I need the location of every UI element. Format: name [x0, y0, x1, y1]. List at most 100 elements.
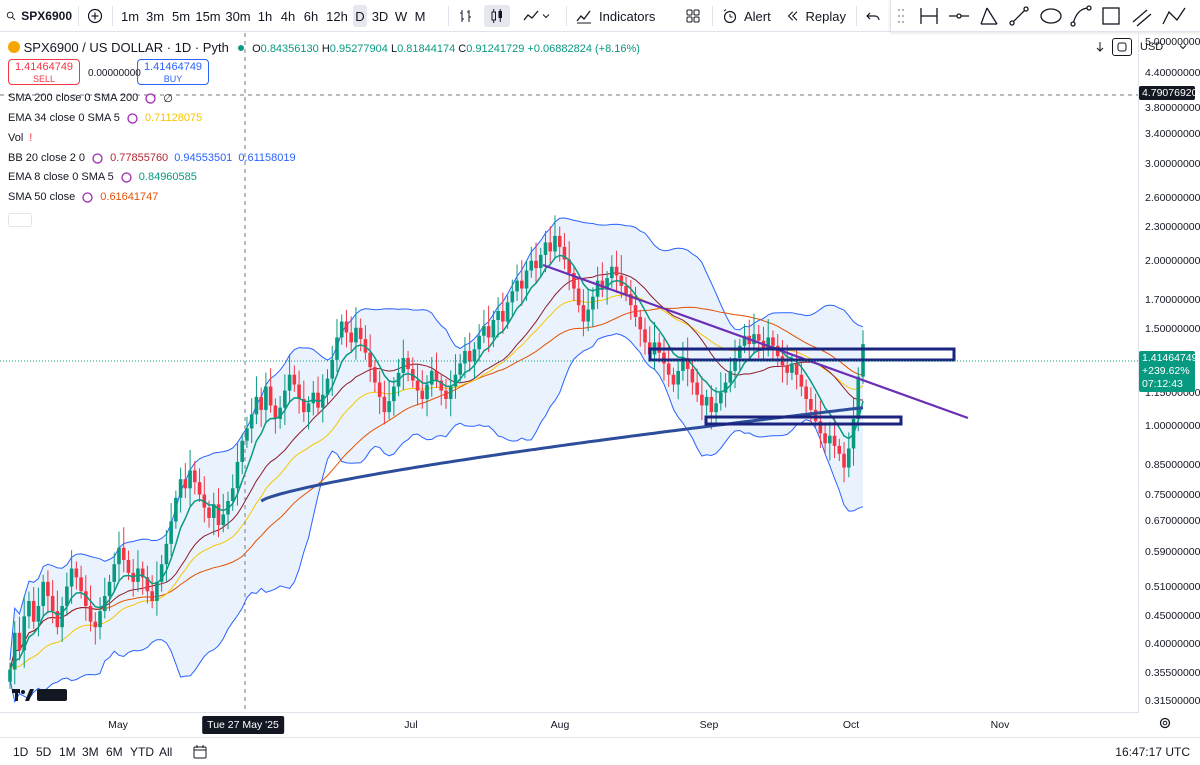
source-refresh-icon[interactable]	[120, 171, 133, 184]
interval-3m[interactable]: 3m	[145, 8, 165, 24]
range-5d[interactable]: 5D	[36, 745, 52, 759]
interval-d[interactable]: D	[353, 5, 367, 27]
fullscreen-button[interactable]	[1112, 38, 1132, 56]
parallel-channel-icon[interactable]	[1132, 9, 1152, 27]
price-tick: 2.30000000	[1145, 221, 1200, 234]
candle-body	[74, 568, 79, 578]
indicators-button[interactable]: Indicators	[576, 0, 680, 32]
indicator-row[interactable]: EMA 34 close 0 SMA 5 0.71128075	[8, 109, 202, 127]
candle-body	[534, 260, 538, 269]
interval-30m[interactable]: 30m	[225, 8, 251, 24]
time-tick-oct: Oct	[842, 719, 860, 731]
drag-handle-icon[interactable]	[897, 8, 905, 24]
legend-title[interactable]: SPX6900 / US DOLLAR · 1D · Pyth	[23, 40, 229, 55]
candle-body	[837, 445, 842, 454]
expand-icon	[1117, 42, 1127, 52]
legend-title-row: SPX6900 / US DOLLAR · 1D · Pyth O0.84356…	[8, 40, 640, 55]
interval-5m[interactable]: 5m	[171, 8, 191, 24]
bars-icon	[460, 10, 471, 22]
rewind-icon	[787, 11, 798, 21]
polyline-icon[interactable]	[1162, 7, 1186, 25]
interval-w[interactable]: W	[394, 8, 408, 24]
price-tick: 3.80000000	[1145, 101, 1200, 114]
indicator-value: 0.84960585	[138, 171, 197, 183]
range-all[interactable]: All	[159, 745, 173, 759]
bar-style-button[interactable]	[456, 0, 476, 32]
source-refresh-icon[interactable]	[144, 92, 157, 105]
interval-15m[interactable]: 15m	[195, 8, 221, 24]
indicator-row[interactable]: SMA 200 close 0 SMA 200 ∅	[8, 89, 173, 107]
candle-body	[240, 440, 245, 462]
alarm-clock-icon	[723, 9, 737, 24]
curve-icon[interactable]	[1070, 5, 1092, 27]
symbol-search[interactable]: SPX6900	[6, 0, 72, 32]
price-tick: 0.45000000	[1145, 610, 1200, 623]
close-value: 0.91241729	[466, 43, 525, 55]
range-1m[interactable]: 1M	[59, 745, 76, 759]
candle-body	[283, 390, 287, 408]
candle-body	[235, 461, 240, 489]
interval-12h[interactable]: 12h	[326, 8, 348, 24]
candle-body	[425, 384, 429, 399]
range-3m[interactable]: 3M	[82, 745, 99, 759]
time-axis[interactable]: May Jul Aug Sep Oct Nov Tue 27 May '25	[0, 712, 1138, 736]
replay-button[interactable]: Replay	[786, 0, 846, 32]
legend-collapse-button[interactable]	[8, 213, 32, 227]
candle-body	[444, 390, 448, 399]
indicator-value: 0.71128075	[144, 112, 203, 124]
source-refresh-icon[interactable]	[81, 191, 94, 204]
price-chart[interactable]	[0, 33, 1138, 713]
angle-icon[interactable]	[980, 7, 998, 25]
horizontal-line-icon[interactable]	[949, 13, 969, 19]
date-range-icon[interactable]	[920, 8, 938, 24]
resistance-zone[interactable]	[648, 347, 956, 362]
candle-body	[155, 581, 159, 601]
source-refresh-icon[interactable]	[91, 152, 104, 165]
range-ytd[interactable]: YTD	[130, 745, 154, 759]
high-value: 0.95277904	[329, 43, 388, 55]
undo-button[interactable]	[864, 0, 882, 32]
last-price-tag: 1.41464749 +239.62% 07:12:43	[1139, 351, 1197, 392]
scroll-down-button[interactable]	[1090, 38, 1110, 56]
tradingview-logo[interactable]	[12, 688, 68, 705]
interval-4h[interactable]: 4h	[280, 8, 296, 24]
templates-button[interactable]	[684, 0, 702, 32]
indicator-row[interactable]: BB 20 close 2 0 0.77855760 0.94553501 0.611…	[8, 149, 296, 167]
candle-body	[150, 591, 154, 601]
time-tick-sep: Sep	[699, 719, 719, 731]
interval-3d[interactable]: 3D	[371, 8, 389, 24]
candle-body	[221, 514, 226, 526]
support-zone[interactable]	[704, 415, 903, 426]
source-refresh-icon[interactable]	[126, 112, 139, 125]
candle-body	[662, 352, 666, 364]
utc-clock[interactable]: 16:47:17 UTC	[1115, 745, 1190, 759]
go-to-date-button[interactable]	[192, 744, 208, 763]
alert-button[interactable]: Alert	[722, 0, 774, 32]
price-axis[interactable]: 5.00000000 4.40000000 3.80000000 3.40000000…	[1138, 33, 1200, 713]
chart-settings-button[interactable]	[1158, 716, 1172, 733]
ellipse-icon[interactable]	[1040, 8, 1062, 24]
chart-pane[interactable]	[0, 33, 1138, 733]
interval-1m[interactable]: 1m	[120, 8, 140, 24]
price-tick: 3.00000000	[1145, 158, 1200, 171]
indicator-row[interactable]: SMA 50 close 0.61641747	[8, 188, 158, 206]
compare-button[interactable]	[86, 0, 104, 32]
candle-body	[169, 521, 173, 544]
interval-m[interactable]: M	[414, 8, 426, 24]
currency-selector[interactable]: USD	[1136, 38, 1194, 56]
buy-button[interactable]: 1.41464749 BUY	[137, 59, 209, 85]
rectangle-icon[interactable]	[1102, 7, 1120, 25]
chart-type-dropdown[interactable]	[518, 0, 554, 32]
indicator-row[interactable]: EMA 8 close 0 SMA 5 0.84960585	[8, 168, 197, 186]
candle-body	[520, 280, 524, 289]
trend-line-icon[interactable]	[1009, 6, 1029, 26]
range-6m[interactable]: 6M	[106, 745, 123, 759]
indicator-row[interactable]: Vol!	[8, 129, 32, 147]
range-1d[interactable]: 1D	[13, 745, 29, 759]
interval-1h[interactable]: 1h	[257, 8, 273, 24]
sell-button[interactable]: 1.41464749 SELL	[8, 59, 80, 85]
candles-style-button[interactable]	[484, 5, 510, 27]
candle-body	[22, 616, 27, 651]
descending-trendline[interactable]	[542, 263, 969, 420]
interval-6h[interactable]: 6h	[303, 8, 319, 24]
